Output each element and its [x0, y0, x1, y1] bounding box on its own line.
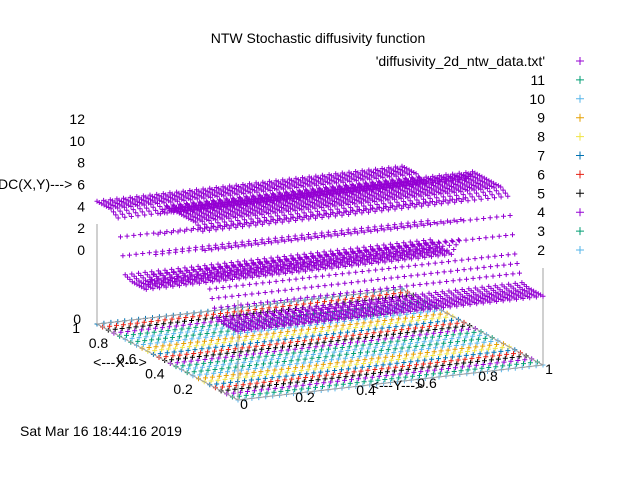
legend-label: 10 [529, 91, 545, 107]
legend-marker [576, 75, 584, 84]
y-tick-label: 1 [545, 361, 553, 377]
diffusivity-surface [94, 163, 546, 334]
legend-marker [576, 113, 584, 122]
chart-title: NTW Stochastic diffusivity function [211, 30, 425, 46]
legend-label: 8 [537, 129, 545, 145]
x-tick-label: 0.8 [89, 335, 109, 351]
z-tick-label: 2 [77, 220, 85, 236]
legend-label: 4 [537, 204, 545, 220]
legend-marker [576, 246, 584, 254]
z-tick-label: 12 [69, 111, 85, 127]
z-tick-label: 8 [77, 155, 85, 171]
legend-marker [576, 208, 584, 217]
y-tick-label: 0.4 [356, 382, 376, 398]
base-edge [96, 288, 403, 325]
legend-label: 6 [537, 166, 545, 182]
z-tick-label: 10 [69, 133, 85, 149]
legend-marker [576, 132, 584, 141]
x-tick-label: 0.6 [117, 350, 137, 366]
legend-marker [576, 227, 584, 236]
y-tick-label: 0.6 [417, 375, 437, 391]
legend-marker [576, 151, 584, 160]
legend-label: 'diffusivity_2d_ntw_data.txt' [376, 53, 545, 69]
y-tick-label: 0.2 [295, 389, 315, 405]
axes-box [96, 224, 544, 401]
legend-label: 5 [537, 185, 545, 201]
legend-label: 7 [537, 148, 545, 164]
x-axis-label: <---X---> [93, 354, 147, 370]
legend-marker [576, 170, 584, 179]
base-edge [237, 364, 544, 401]
legend-label: 9 [537, 110, 545, 126]
z-tick-label: 4 [77, 198, 85, 214]
x-tick-label: 0.2 [173, 381, 193, 397]
legend-marker [576, 57, 584, 65]
legend-marker [576, 94, 584, 103]
timestamp: Sat Mar 16 18:44:16 2019 [20, 423, 182, 439]
legend-marker [576, 189, 584, 198]
legend: 'diffusivity_2d_ntw_data.txt' 11 10 9 8 7 6 5 4 3… [376, 53, 584, 258]
z-tick-label: 0 [77, 242, 85, 258]
legend-label: 11 [530, 72, 545, 88]
y-tick-label: 0.8 [478, 368, 498, 384]
y-axis-label: <---Y---> [371, 377, 423, 393]
legend-label: 2 [537, 242, 545, 258]
x-tick-label: 0.4 [145, 366, 165, 382]
z-tick-label: 6 [77, 177, 85, 193]
base-edge [96, 323, 239, 401]
z-base-tick-label: 0 [73, 311, 81, 327]
x-tick-label: 1 [72, 320, 80, 336]
legend-label: 3 [537, 223, 545, 239]
z-axis-label: DC(X,Y)---> [0, 176, 72, 192]
surface-points [94, 163, 546, 334]
y-tick-label: 0 [240, 396, 248, 412]
